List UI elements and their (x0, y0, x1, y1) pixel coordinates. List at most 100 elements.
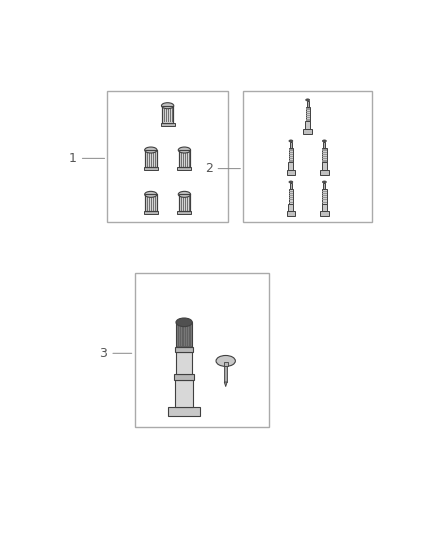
Bar (322, 193, 327, 194)
Text: 3: 3 (99, 347, 132, 360)
Bar (323, 183, 325, 189)
Bar (179, 195, 180, 211)
Bar (153, 195, 154, 211)
Bar (288, 204, 293, 211)
Bar (305, 115, 310, 116)
Bar (322, 163, 327, 169)
Bar (179, 323, 180, 346)
Bar (151, 151, 152, 167)
Bar (289, 152, 293, 153)
Text: 1: 1 (69, 152, 105, 165)
Bar (168, 407, 200, 416)
Bar (289, 160, 293, 161)
Bar (162, 106, 173, 123)
Bar (177, 167, 191, 170)
Bar (175, 380, 193, 407)
Bar (162, 106, 163, 122)
Bar (323, 142, 325, 148)
Bar (305, 119, 310, 120)
Bar (145, 195, 146, 211)
Ellipse shape (145, 191, 157, 197)
Bar (175, 347, 193, 352)
Bar (179, 195, 190, 212)
Text: 2: 2 (205, 162, 240, 175)
Bar (151, 195, 152, 211)
Bar (149, 195, 150, 211)
Bar (164, 106, 165, 122)
Bar (322, 152, 327, 153)
Bar (153, 151, 154, 167)
Bar (290, 183, 292, 189)
Bar (305, 111, 310, 112)
Bar (289, 199, 293, 200)
Bar (289, 158, 293, 159)
Bar (187, 195, 188, 211)
Bar (305, 122, 310, 128)
Bar (305, 107, 310, 122)
Bar (289, 148, 293, 163)
Bar (176, 352, 192, 375)
Bar (184, 323, 185, 346)
Bar (322, 154, 327, 155)
Bar (161, 123, 175, 126)
Ellipse shape (289, 140, 293, 142)
Bar (243, 91, 372, 222)
Bar (170, 106, 171, 122)
Bar (322, 156, 327, 157)
Ellipse shape (176, 318, 192, 327)
Ellipse shape (216, 356, 235, 366)
Bar (322, 160, 327, 161)
Bar (107, 91, 228, 222)
Bar (304, 128, 312, 134)
Ellipse shape (162, 103, 174, 109)
Bar (181, 195, 182, 211)
Ellipse shape (178, 147, 191, 153)
Bar (166, 106, 167, 122)
Bar (187, 151, 188, 167)
Bar (189, 151, 190, 167)
Bar (179, 195, 190, 212)
Ellipse shape (322, 181, 326, 183)
Bar (145, 195, 157, 212)
Bar (168, 106, 169, 122)
Bar (289, 189, 293, 204)
Bar (144, 167, 158, 170)
Bar (322, 197, 327, 198)
Bar (145, 150, 157, 167)
Bar (177, 323, 178, 346)
Bar (185, 151, 186, 167)
Bar (183, 151, 184, 167)
Bar (186, 323, 187, 346)
Ellipse shape (289, 181, 293, 183)
Bar (162, 106, 173, 123)
Bar (155, 151, 156, 167)
Polygon shape (224, 382, 227, 386)
Bar (183, 195, 184, 211)
Bar (307, 101, 309, 107)
Bar (145, 150, 157, 167)
Bar (322, 158, 327, 159)
Bar (179, 151, 180, 167)
Bar (320, 169, 328, 175)
Ellipse shape (322, 140, 326, 142)
Bar (286, 169, 295, 175)
Bar (177, 212, 191, 214)
Bar (289, 190, 293, 192)
Bar (322, 204, 327, 211)
Bar (322, 190, 327, 192)
Bar (286, 211, 295, 216)
Bar (322, 148, 327, 163)
Bar (224, 366, 227, 382)
Bar (189, 195, 190, 211)
Bar (172, 106, 173, 122)
Bar (185, 195, 186, 211)
Bar (179, 150, 190, 167)
Bar (289, 197, 293, 198)
Bar (191, 323, 192, 346)
Bar (144, 212, 158, 214)
Bar (145, 195, 157, 212)
Ellipse shape (178, 191, 191, 197)
Bar (176, 322, 192, 347)
Bar (305, 108, 310, 110)
Bar (134, 273, 268, 427)
